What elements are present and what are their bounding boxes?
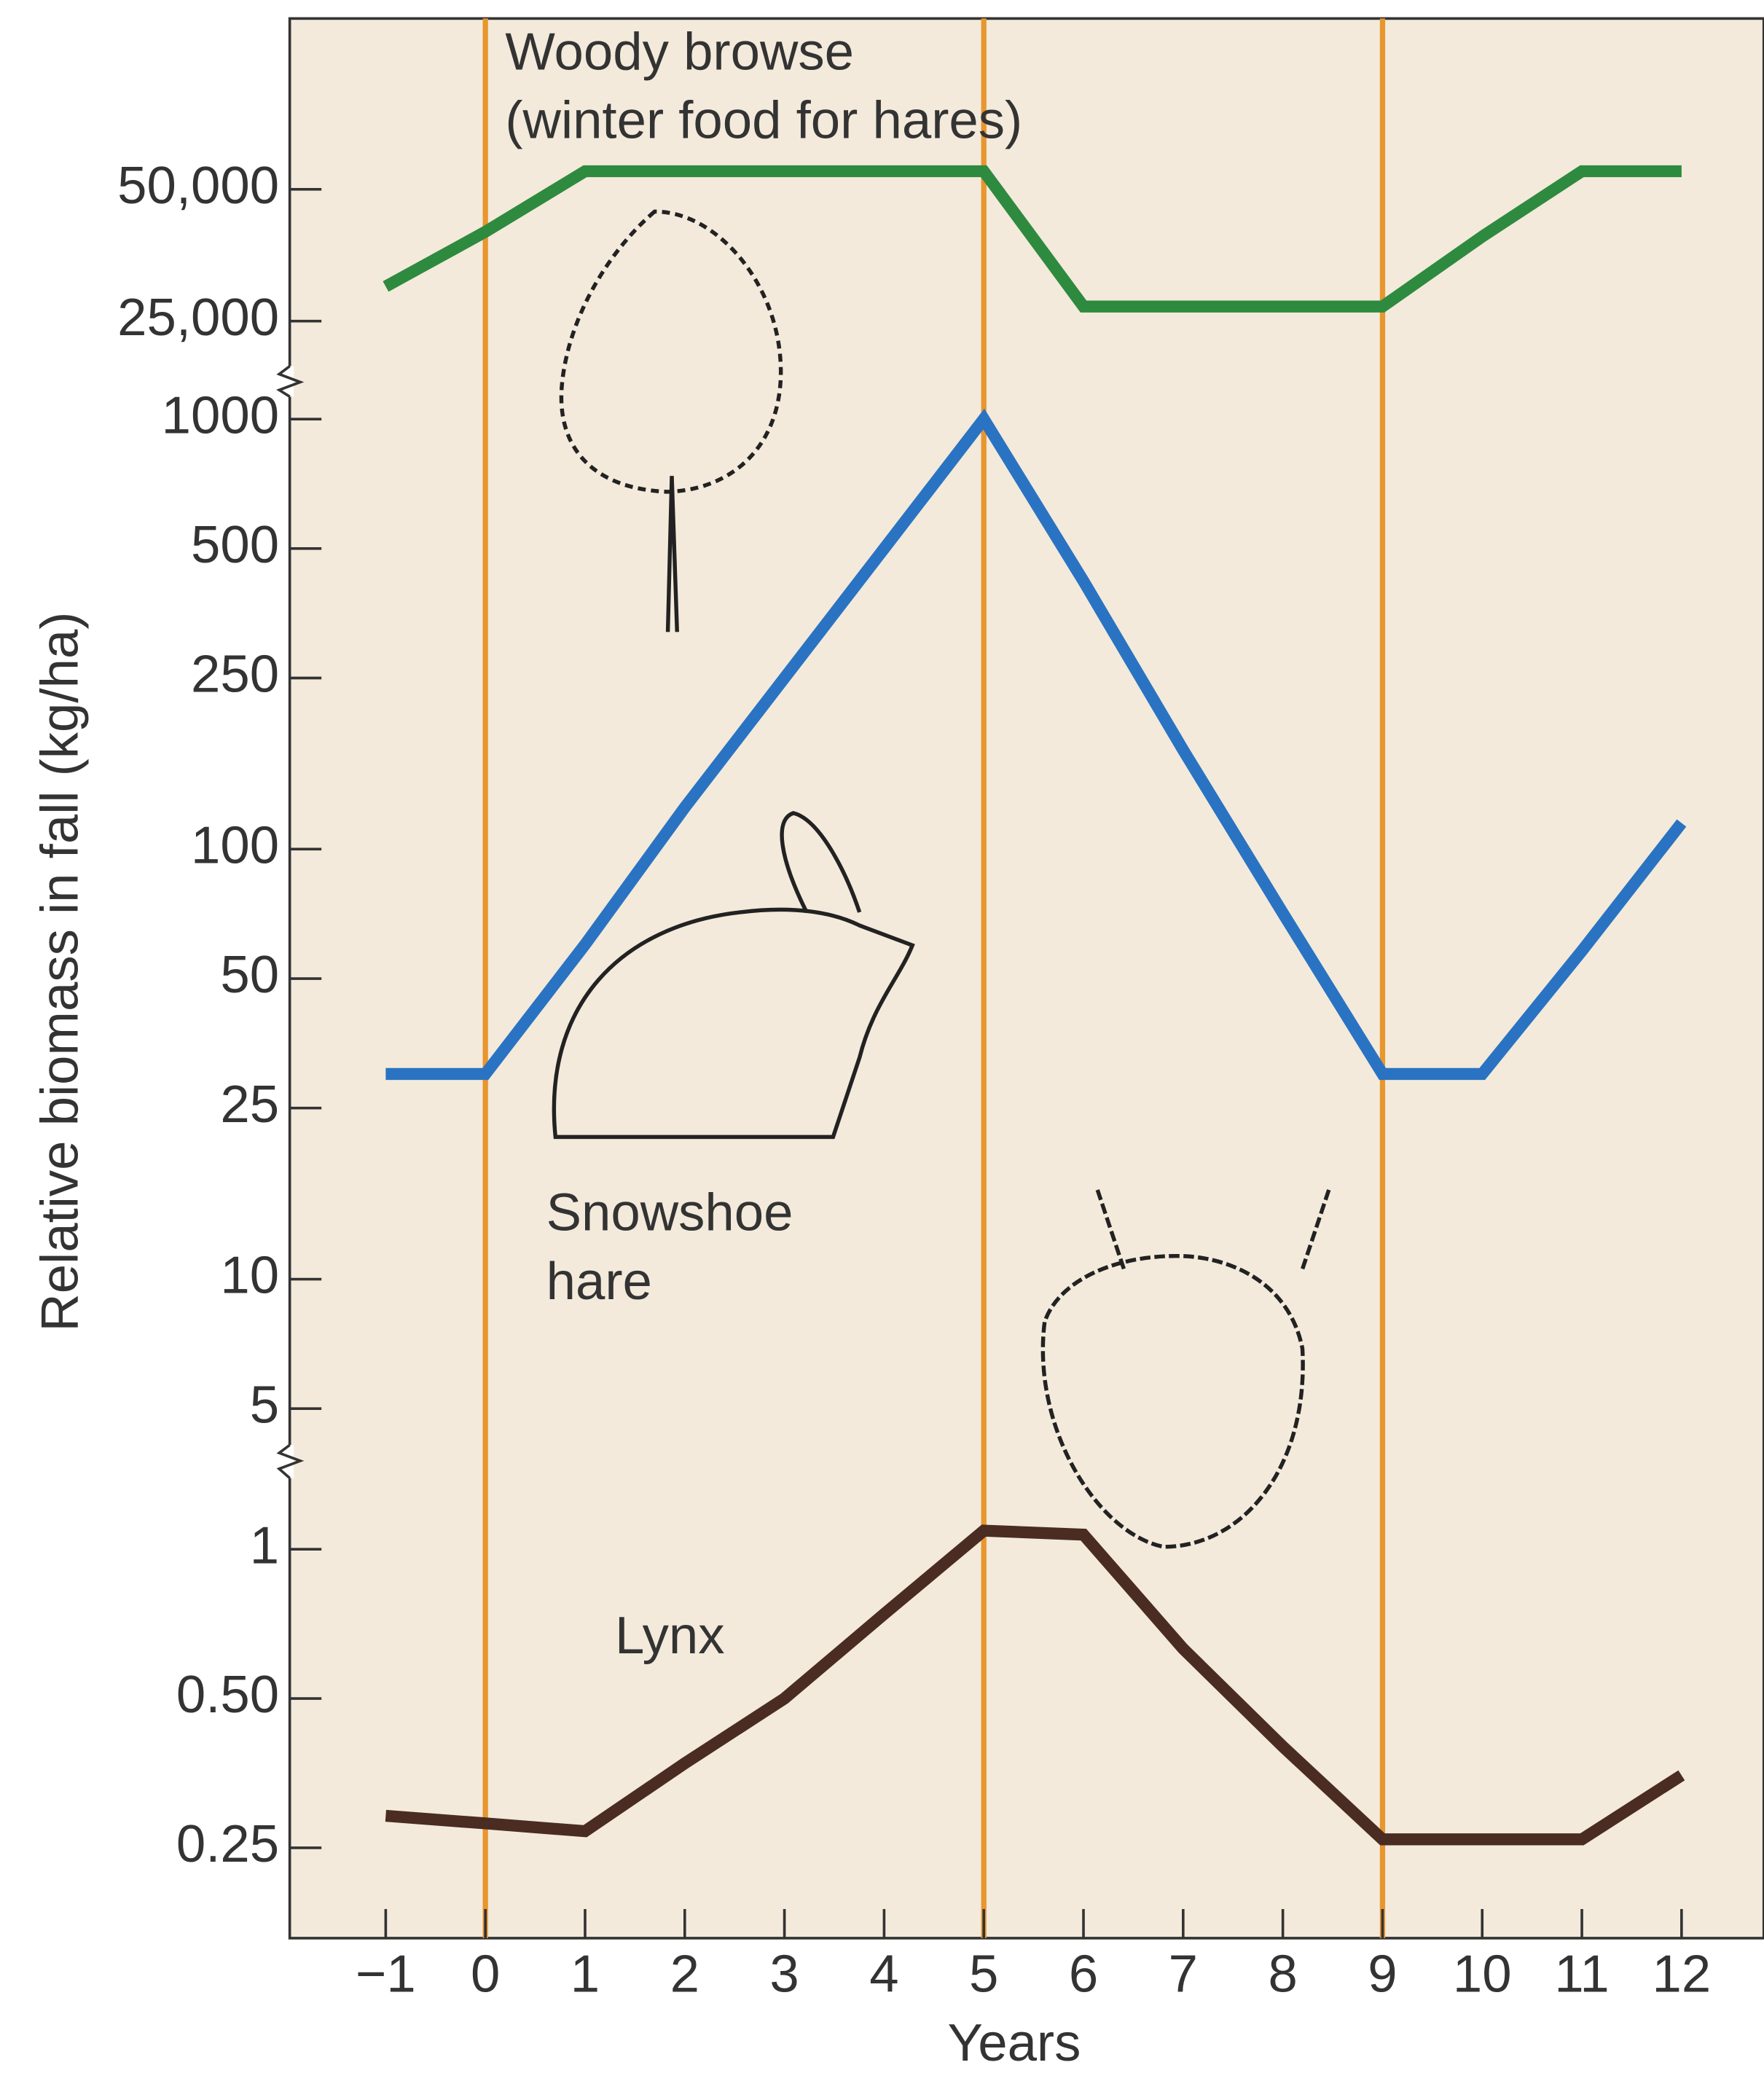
y-tick-label: 25,000 xyxy=(117,288,279,347)
x-tick-label: 5 xyxy=(969,1945,998,2004)
x-tick-label: 8 xyxy=(1268,1945,1297,2004)
axis-break-gap xyxy=(286,1445,294,1478)
y-tick-label: 500 xyxy=(191,515,279,574)
x-tick-label: 12 xyxy=(1652,1945,1711,2004)
y-tick-label: 10 xyxy=(220,1246,279,1305)
x-tick-label: 1 xyxy=(571,1945,600,2004)
x-axis-label: Years xyxy=(947,2013,1081,2072)
lynx-illustration xyxy=(1040,1189,1331,1549)
y-tick-label: 50 xyxy=(220,945,279,1004)
y-tick-label: 50,000 xyxy=(117,156,279,215)
x-tick-label: 2 xyxy=(670,1945,699,2004)
y-tick-label: 25 xyxy=(220,1075,279,1134)
axis-break-gap xyxy=(286,366,294,397)
series-line xyxy=(383,165,1682,313)
x-tick-label: 3 xyxy=(769,1945,799,2004)
x-tick-label: 7 xyxy=(1169,1945,1198,2004)
axis-break xyxy=(276,1443,305,1479)
x-tick-label: 4 xyxy=(869,1945,898,2004)
y-axis-label: Relative biomass in fall (kg/ha) xyxy=(31,612,90,1332)
tree-illustration xyxy=(559,209,783,632)
series-label: Lynx xyxy=(615,1606,725,1665)
y-tick-label: 1 xyxy=(250,1516,279,1575)
series-line xyxy=(385,1524,1685,1846)
x-tick-label: 0 xyxy=(471,1945,500,2004)
y-tick-label: 1000 xyxy=(162,385,279,444)
plot-area xyxy=(288,17,1764,1940)
x-tick-label: −1 xyxy=(356,1945,416,2004)
y-tick-label: 0.25 xyxy=(176,1814,279,1873)
x-tick-label: 11 xyxy=(1554,1945,1609,2004)
series-label: Woody browse xyxy=(505,22,854,81)
series-line xyxy=(385,408,1687,1081)
x-tick-label: 6 xyxy=(1069,1945,1098,2004)
y-tick-label: 5 xyxy=(250,1375,279,1434)
x-tick-label: 10 xyxy=(1453,1945,1512,2004)
series-label: (winter food for hares) xyxy=(505,91,1022,150)
series-label: hare xyxy=(546,1252,652,1311)
series-label: Snowshoe xyxy=(546,1183,793,1242)
hare-illustration xyxy=(552,811,915,1140)
axis-break xyxy=(276,365,305,398)
y-tick-label: 250 xyxy=(191,645,279,704)
y-tick-label: 100 xyxy=(191,816,279,875)
y-tick-label: 0.50 xyxy=(176,1665,279,1724)
x-tick-label: 9 xyxy=(1368,1945,1397,2004)
